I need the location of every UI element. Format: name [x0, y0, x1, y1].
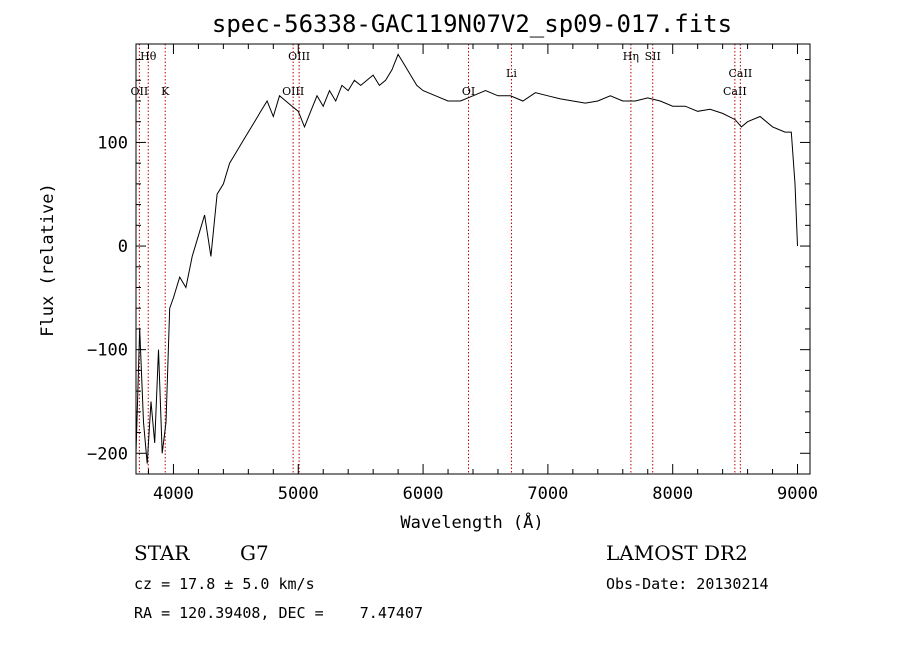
- x-tick-label: 7000: [527, 484, 568, 504]
- x-axis-ticks: 4000 5000 6000 7000 8000 9000: [147, 44, 818, 504]
- reference-line-label: K: [161, 85, 170, 98]
- y-tick-label: 100: [97, 133, 128, 153]
- x-tick-label: 6000: [403, 484, 444, 504]
- x-axis-label: Wavelength (Å): [400, 511, 543, 533]
- chart-title: spec-56338-GAC119N07V2_sp09-017.fits: [212, 10, 732, 38]
- coordinates-readout: RA = 120.39408, DEC = 7.47407: [134, 604, 423, 622]
- reference-line-label: Li: [506, 67, 517, 80]
- y-tick-label: −200: [87, 444, 128, 464]
- reference-lines: [138, 44, 741, 474]
- x-tick-label: 8000: [652, 484, 693, 504]
- reference-line-label: OIII: [282, 85, 304, 98]
- object-class: STAR: [134, 541, 190, 565]
- x-tick-label: 9000: [777, 484, 818, 504]
- survey-name: LAMOST DR2: [606, 541, 748, 565]
- reference-line-label: OI: [462, 85, 475, 98]
- reference-line-labels: OII Hθ K OIII OIII OI Li Hη SII CaII CaII: [131, 50, 753, 98]
- y-axis-ticks: −200 −100 0 100: [87, 59, 810, 464]
- x-tick-label: 5000: [278, 484, 319, 504]
- reference-line-label: OIII: [288, 50, 310, 63]
- y-axis-label: Flux (relative): [38, 183, 58, 337]
- reference-line-label: SII: [645, 50, 661, 63]
- y-tick-label: −100: [87, 341, 128, 361]
- reference-line-label: Hθ: [140, 50, 157, 63]
- reference-line-label: Hη: [623, 50, 639, 63]
- obs-date: Obs-Date: 20130214: [606, 575, 769, 593]
- reference-line-label: CaII: [723, 85, 747, 98]
- subclass: G7: [240, 541, 269, 565]
- plot-frame: [135, 43, 811, 475]
- spectrum-line: [135, 53, 798, 464]
- reference-line-label: OII: [131, 85, 149, 98]
- x-tick-label: 4000: [153, 484, 194, 504]
- y-tick-label: 0: [118, 237, 128, 257]
- reference-line-label: CaII: [729, 67, 753, 80]
- redshift-readout: cz = 17.8 ± 5.0 km/s: [134, 575, 315, 593]
